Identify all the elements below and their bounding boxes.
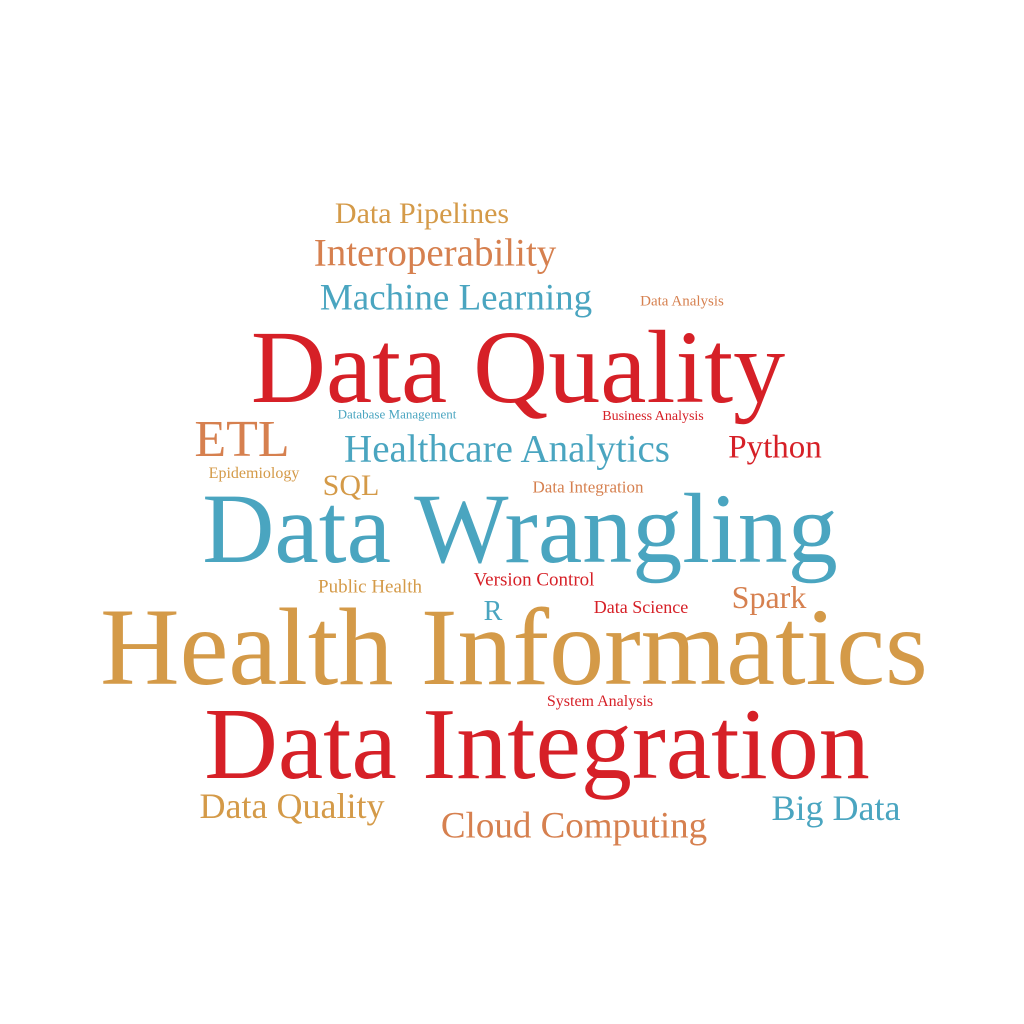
word-business-analysis: Business Analysis bbox=[602, 409, 704, 424]
word-healthcare-analytics: Healthcare Analytics bbox=[344, 427, 670, 471]
word-data-wrangling: Data Wrangling bbox=[202, 473, 838, 584]
word-system-analysis: System Analysis bbox=[546, 693, 654, 710]
word-spark: Spark bbox=[731, 579, 807, 615]
word-machine-learning: Machine Learning bbox=[319, 277, 593, 319]
word-data-integration-large: Data Integration bbox=[204, 688, 870, 801]
word-data-pipelines: Data Pipelines bbox=[334, 197, 510, 230]
word-epidemiology: Epidemiology bbox=[208, 465, 300, 482]
word-cloud-computing: Cloud Computing bbox=[440, 805, 708, 847]
word-data-quality-medium: Data Quality bbox=[199, 786, 385, 826]
word-python: Python bbox=[728, 429, 822, 466]
word-database-management: Database Management bbox=[337, 406, 457, 422]
word-health-informatics: Health Informatics bbox=[100, 586, 928, 708]
word-data-quality-large: Data Quality bbox=[250, 310, 786, 425]
word-sql: SQL bbox=[322, 469, 380, 502]
word-interoperability: Interoperability bbox=[313, 231, 557, 275]
word-big-data: Big Data bbox=[771, 788, 901, 828]
word-data-science: Data Science bbox=[593, 597, 689, 617]
word-data-analysis: Data Analysis bbox=[640, 293, 724, 310]
word-public-health: Public Health bbox=[318, 576, 422, 598]
word-r: R bbox=[483, 596, 503, 627]
word-version-control: Version Control bbox=[473, 569, 595, 591]
word-etl: ETL bbox=[194, 411, 290, 468]
word-data-integration-small: Data Integration bbox=[532, 477, 644, 497]
